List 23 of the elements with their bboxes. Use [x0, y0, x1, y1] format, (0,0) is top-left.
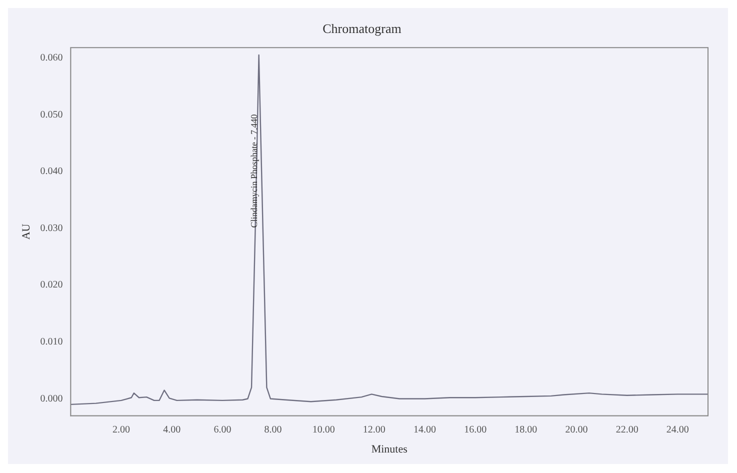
- x-tick-label: 8.00: [264, 424, 282, 436]
- chart-title: Chromatogram: [322, 21, 402, 36]
- x-tick-label: 6.00: [214, 424, 232, 436]
- x-tick-label: 16.00: [464, 424, 487, 436]
- annotation: Clindamycin Phosphate - 7.440: [248, 114, 259, 228]
- x-tick-label: 10.00: [312, 424, 335, 436]
- y-tick-label: 0.010: [40, 336, 63, 348]
- y-tick-label: 0.040: [40, 166, 63, 178]
- x-tick-label: 12.00: [362, 424, 386, 436]
- x-axis-title: Minutes: [371, 443, 408, 456]
- x-tick-label: 2.00: [112, 424, 130, 436]
- y-tick-label: 0.060: [40, 52, 63, 64]
- x-tick-label: 14.00: [414, 424, 436, 436]
- x-tick-label: 20.00: [565, 424, 588, 436]
- y-tick-label: 0.050: [40, 109, 63, 120]
- x-tick-label: 24.00: [666, 424, 689, 436]
- y-tick-label: 0.030: [40, 222, 63, 234]
- y-tick-label: 0.000: [40, 393, 63, 404]
- y-tick-label: 0.020: [40, 280, 63, 291]
- y-axis-title: AU: [20, 224, 32, 240]
- x-tick-label: 22.00: [616, 424, 638, 436]
- x-tick-label: 4.00: [163, 424, 181, 436]
- x-tick-label: 18.00: [514, 424, 538, 436]
